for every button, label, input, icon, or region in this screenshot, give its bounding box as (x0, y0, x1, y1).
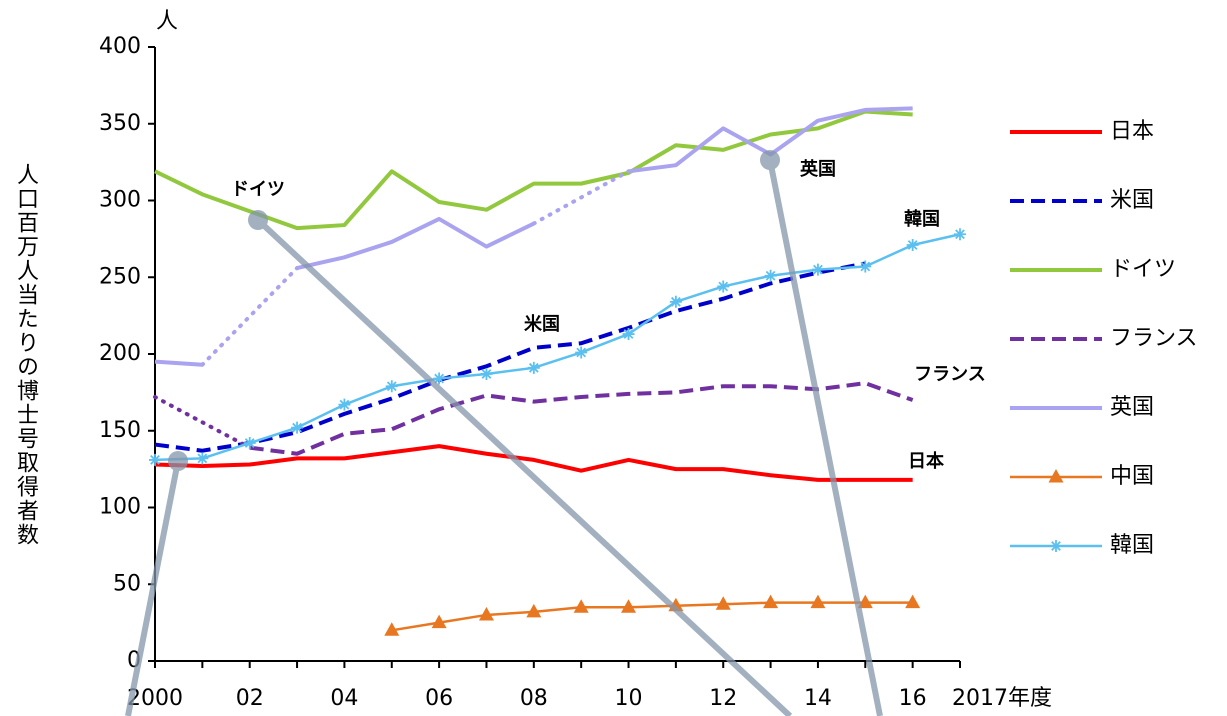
marker (764, 269, 777, 282)
series-line (391, 601, 913, 632)
marker (717, 280, 730, 293)
x-tick-label: 2000 (127, 686, 183, 711)
y-unit: 人 (156, 9, 178, 34)
x-tick-label: 2017年度 (952, 686, 1052, 711)
y-tick-label: 150 (99, 418, 141, 443)
x-tick-label: 12 (709, 686, 737, 711)
marker (338, 398, 351, 411)
x-tick-label: 10 (615, 686, 643, 711)
legend-label: 米国 (1110, 188, 1154, 213)
x-tick-label: 08 (520, 686, 548, 711)
marker (431, 614, 447, 629)
y-tick-label: 200 (99, 341, 141, 366)
marker (622, 328, 635, 341)
leader-dot (168, 451, 188, 471)
marker (480, 367, 493, 380)
x-tick-label: 16 (899, 686, 927, 711)
marker (905, 594, 921, 609)
marker (149, 453, 161, 466)
x-tick-label: 04 (330, 686, 358, 711)
marker (669, 295, 682, 308)
series-line (154, 261, 866, 453)
leader-lines (125, 150, 883, 716)
y-tick-label: 100 (99, 495, 141, 520)
leader-line (767, 159, 883, 716)
marker (906, 239, 919, 252)
annotation: 英国 (799, 158, 836, 180)
y-tick-label: 300 (99, 188, 141, 213)
annotation: 日本 (908, 450, 944, 472)
marker (433, 372, 446, 385)
legend-label: 英国 (1110, 395, 1154, 420)
x-tick-label: 06 (425, 686, 453, 711)
legend-label: 中国 (1110, 464, 1154, 489)
marker (384, 622, 400, 636)
marker (575, 346, 588, 359)
marker (715, 596, 731, 610)
annotation: 米国 (524, 313, 560, 335)
annotation: ドイツ (231, 179, 285, 200)
series-line (249, 381, 914, 456)
legend-label: フランス (1110, 326, 1198, 351)
marker (763, 594, 779, 609)
x-tick-label: 14 (804, 686, 832, 711)
marker (478, 606, 494, 621)
marker (954, 228, 966, 241)
marker (1048, 469, 1064, 483)
leader-line (255, 217, 793, 716)
marker (196, 452, 209, 465)
leader-dot (248, 210, 268, 230)
series-line (154, 233, 961, 462)
marker (859, 260, 872, 273)
gap-connector (531, 169, 631, 226)
marker (526, 603, 542, 618)
series-line (154, 444, 913, 482)
series-line (154, 109, 913, 231)
leader-dot (760, 150, 780, 170)
marker (573, 599, 589, 613)
marker (243, 437, 256, 450)
marker (621, 599, 637, 613)
legend-label: 韓国 (1110, 533, 1154, 558)
marker (1050, 540, 1062, 552)
y-axis-label: 人口百万人当たりの博士号取得者数 (13, 163, 39, 547)
legend-label: 日本 (1110, 119, 1154, 144)
marker (385, 380, 398, 393)
annotation: フランス (914, 364, 986, 385)
marker (291, 421, 304, 434)
y-tick-label: 350 (99, 111, 141, 136)
x-tick-label: 02 (236, 686, 264, 711)
y-tick-label: 250 (99, 264, 141, 289)
leader-line (125, 460, 181, 716)
marker (857, 594, 873, 609)
gap-connector (153, 394, 252, 450)
marker (527, 361, 540, 374)
gap-connector (200, 266, 300, 367)
marker (810, 594, 826, 609)
y-tick-label: 50 (113, 571, 141, 596)
y-tick-label: 400 (99, 34, 141, 59)
annotation: 韓国 (904, 208, 940, 230)
legend-label: ドイツ (1110, 257, 1176, 282)
marker (811, 263, 824, 276)
